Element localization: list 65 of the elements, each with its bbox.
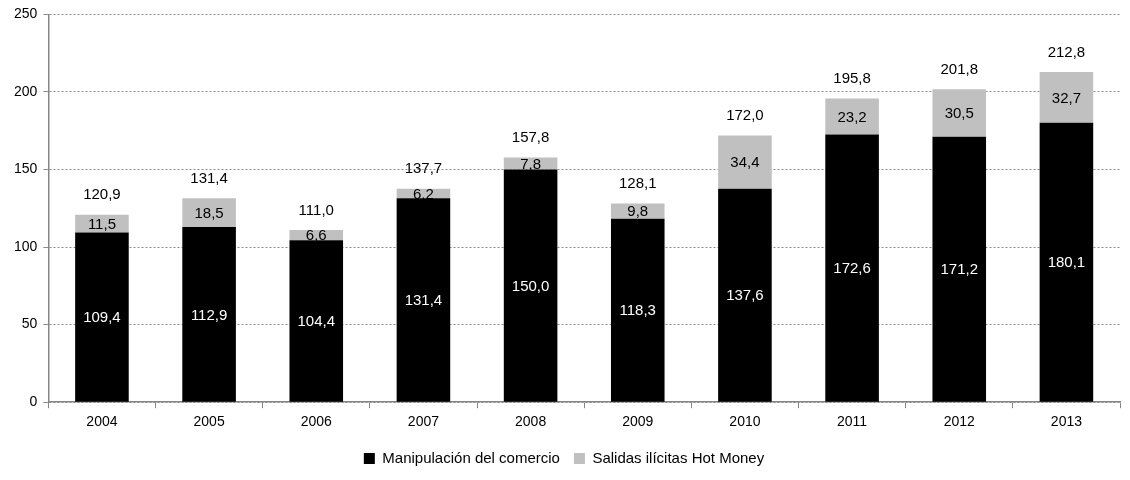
total-label: 137,7: [404, 159, 443, 177]
data-label: 11,5: [87, 214, 116, 232]
x-tick-label: 2004: [86, 413, 118, 430]
total-label: 195,8: [833, 69, 871, 87]
x-tick-label: 2013: [1050, 413, 1083, 430]
legend-label: Manipulación del comercio: [382, 448, 560, 466]
data-label: 104,4: [297, 312, 336, 330]
bar: [718, 135, 772, 189]
total-label: 212,8: [1047, 42, 1086, 60]
x-tick-label: 2006: [300, 413, 333, 430]
data-label: 18,5: [194, 203, 224, 221]
x-tick-label: 2010: [729, 413, 761, 430]
data-label: 23,2: [837, 107, 867, 125]
data-label: 7,8: [520, 154, 542, 172]
total-label: 201,8: [940, 59, 979, 77]
total-label: 111,0: [298, 200, 334, 218]
data-label: 180,1: [1047, 253, 1086, 271]
data-label: 6,6: [305, 226, 327, 244]
legend-label: Salidas ilícitas Hot Money: [592, 448, 765, 466]
data-label: 131,4: [404, 291, 443, 309]
bar: [396, 198, 451, 402]
bar: [503, 169, 558, 402]
data-label: 32,7: [1051, 88, 1082, 106]
bar: [1039, 72, 1094, 123]
data-label: 171,2: [940, 260, 979, 278]
data-label: 34,4: [730, 153, 760, 171]
total-label: 131,4: [190, 169, 228, 187]
y-tick-label: 200: [14, 82, 38, 99]
bar: [932, 89, 987, 137]
x-tick-label: 2009: [622, 413, 654, 430]
data-label: 6,2: [413, 184, 434, 202]
y-tick-label: 100: [14, 237, 38, 254]
data-label: 109,4: [83, 308, 121, 326]
x-tick-label: 2005: [193, 413, 225, 430]
data-label: 172,6: [833, 259, 871, 277]
bar: [182, 198, 236, 228]
bar: [503, 157, 558, 170]
data-label: 150,0: [511, 276, 550, 294]
y-tick-label: 250: [14, 5, 38, 22]
bar: [825, 134, 879, 402]
x-tick-label: 2008: [515, 413, 547, 430]
total-label: 128,1: [618, 174, 657, 192]
x-tick-label: 2007: [407, 413, 440, 430]
data-label: 9,8: [627, 202, 649, 220]
data-label: 118,3: [619, 301, 656, 319]
bar: [610, 203, 665, 219]
x-tick-label: 2012: [943, 413, 976, 430]
bar: [610, 218, 665, 402]
bar: [182, 227, 236, 402]
bar: [718, 188, 772, 402]
data-label: 137,6: [726, 286, 764, 304]
bar: [932, 136, 987, 402]
y-tick-label: 50: [21, 315, 38, 332]
total-label: 120,9: [83, 185, 121, 203]
y-tick-label: 150: [14, 160, 38, 177]
bar: [825, 98, 879, 135]
data-label: 112,9: [190, 305, 228, 323]
x-tick-label: 2011: [837, 413, 868, 430]
total-label: 157,8: [511, 128, 550, 146]
bar: [75, 232, 129, 402]
data-label: 30,5: [944, 104, 974, 122]
total-label: 172,0: [726, 106, 764, 124]
bar: [289, 240, 344, 402]
y-tick-label: 0: [29, 393, 38, 410]
bar: [1039, 122, 1094, 402]
